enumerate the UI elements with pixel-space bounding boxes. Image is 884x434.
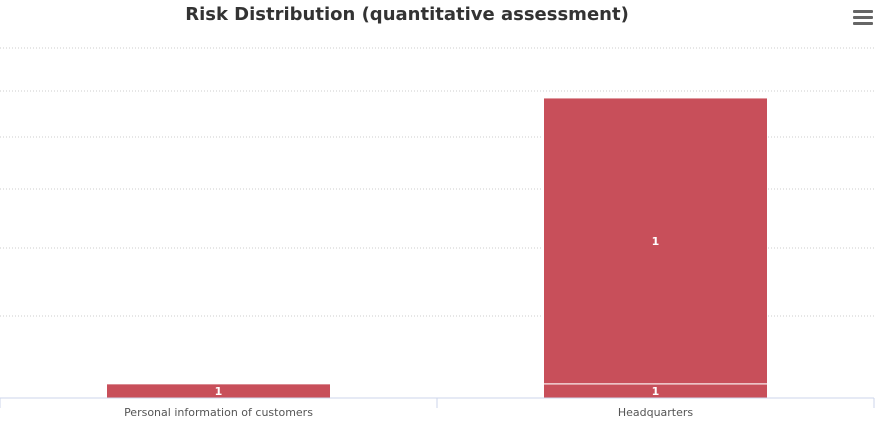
menu-line-bottom <box>853 22 873 25</box>
menu-line-middle <box>853 16 873 19</box>
bar <box>543 97 768 385</box>
menu-line-top <box>853 10 873 13</box>
hamburger-menu-icon[interactable] <box>853 10 873 26</box>
chart-title: Risk Distribution (quantitative assessme… <box>185 4 629 25</box>
x-tick-label: Headquarters <box>618 406 694 419</box>
bars: 1 1 1 <box>106 97 768 399</box>
data-label: 1 <box>652 235 660 248</box>
data-label: 1 <box>215 385 223 398</box>
x-tick-label: Personal information of customers <box>124 406 313 419</box>
data-label: 1 <box>652 385 660 398</box>
x-axis: Personal information of customers Headqua… <box>0 397 875 419</box>
